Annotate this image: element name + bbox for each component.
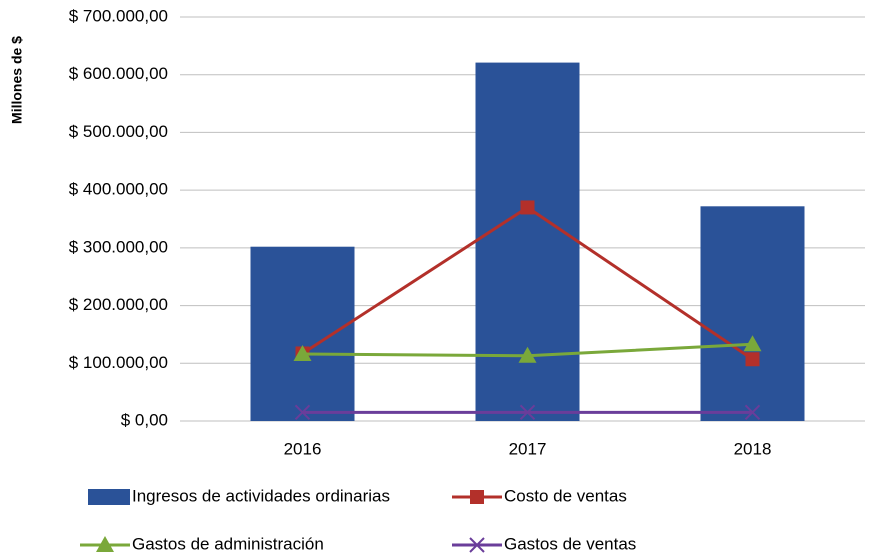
marker: [520, 200, 535, 215]
x-tick-label: 2016: [284, 439, 322, 458]
marker: [519, 404, 536, 421]
y-axis-title: Millones de $: [9, 36, 25, 124]
bar: [250, 246, 355, 421]
y-tick-label: $ 0,00: [121, 410, 168, 429]
x-tick-label: 2017: [509, 439, 547, 458]
legend-marker: [470, 490, 484, 504]
marker: [518, 346, 537, 363]
y-tick-label: $ 100.000,00: [69, 353, 168, 372]
marker: [743, 335, 762, 352]
marker: [293, 345, 312, 362]
marker: [745, 352, 760, 367]
bar: [475, 62, 580, 421]
y-tick-label: $ 400.000,00: [69, 180, 168, 199]
legend-marker: [96, 536, 114, 552]
legend-marker: [469, 537, 485, 553]
legend-label: Ingresos de actividades ordinarias: [132, 486, 390, 505]
bar: [700, 206, 805, 421]
marker: [744, 404, 761, 421]
x-tick-label: 2018: [734, 439, 772, 458]
y-tick-label: $ 500.000,00: [69, 122, 168, 141]
legend-label: Gastos de ventas: [504, 534, 636, 553]
y-tick-label: $ 200.000,00: [69, 295, 168, 314]
marker: [294, 404, 311, 421]
y-tick-label: $ 700.000,00: [69, 6, 168, 25]
y-tick-label: $ 300.000,00: [69, 237, 168, 256]
y-tick-label: $ 600.000,00: [69, 64, 168, 83]
legend-label: Costo de ventas: [504, 486, 627, 505]
legend-label: Gastos de administración: [132, 534, 324, 553]
legend-swatch: [88, 489, 130, 505]
